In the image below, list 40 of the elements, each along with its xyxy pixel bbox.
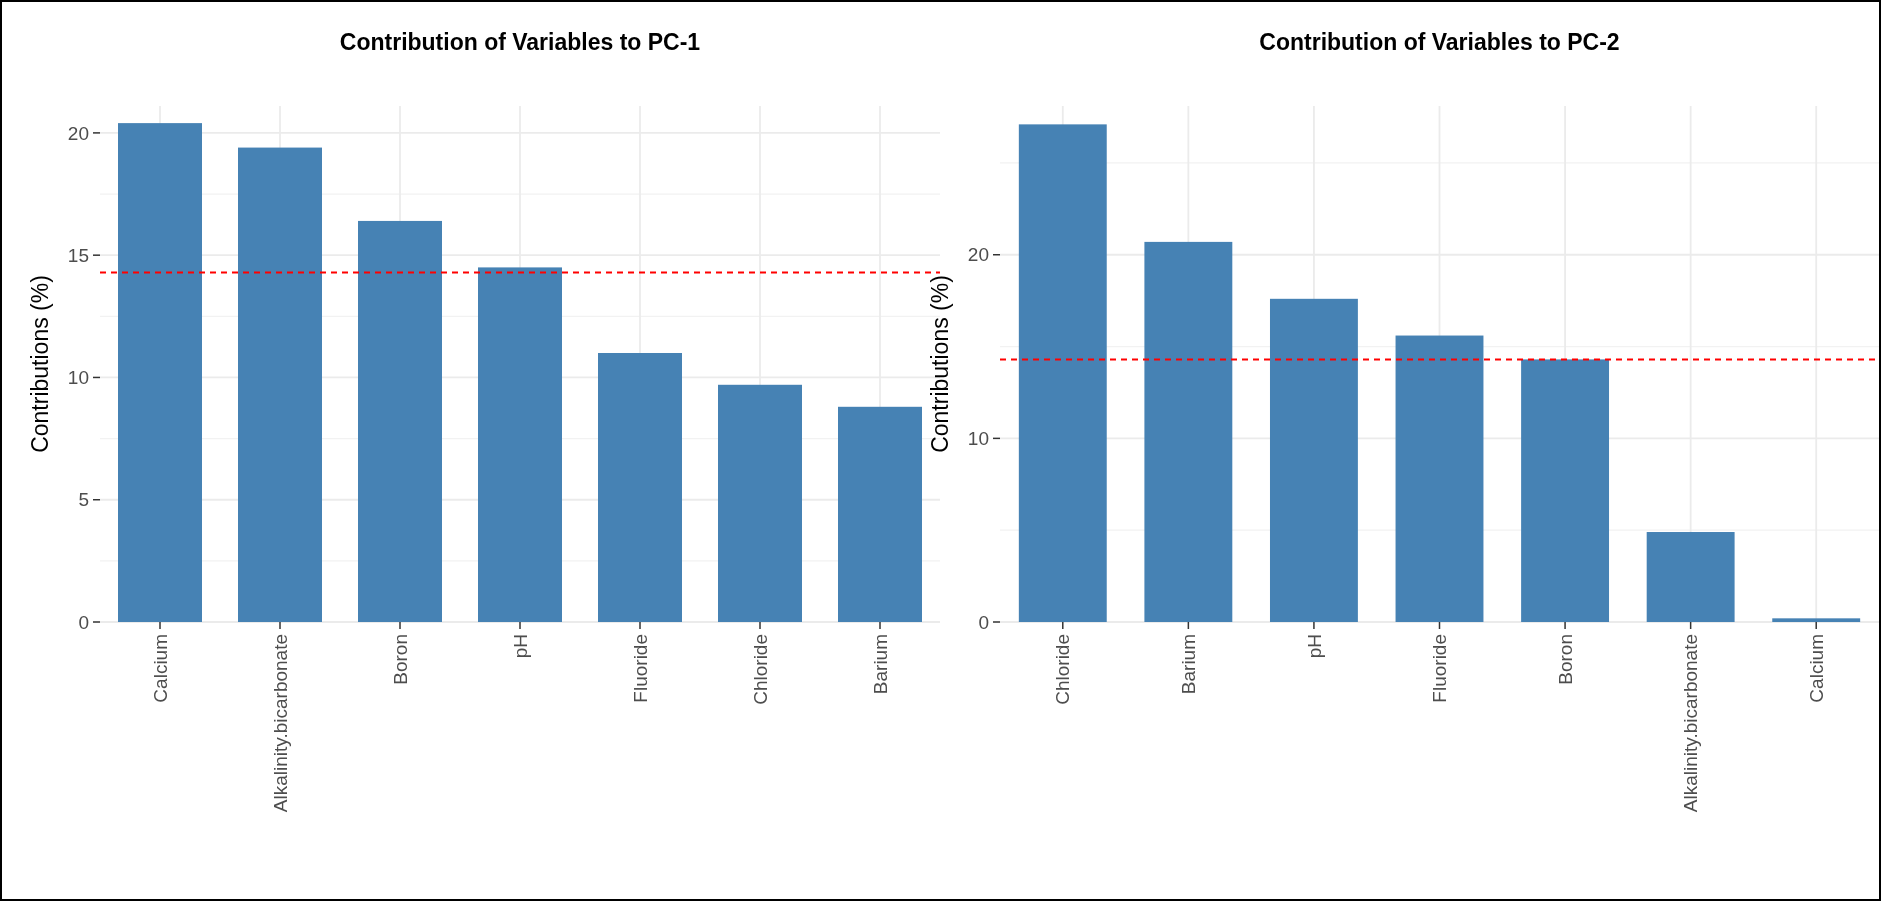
y-tick-label: 0 — [78, 611, 89, 633]
x-tick-label: Fluoride — [629, 634, 651, 703]
x-tick-label: Alkalinity.bicarbonate — [1680, 634, 1702, 813]
bar — [1018, 124, 1107, 622]
x-tick-label: Boron — [1554, 634, 1576, 685]
bar — [1646, 532, 1735, 622]
bar — [358, 220, 442, 622]
bar — [1521, 359, 1610, 622]
y-tick-label: 10 — [967, 428, 989, 450]
x-tick-label: pH — [509, 634, 531, 659]
y-tick-label: 15 — [67, 244, 89, 266]
x-tick-label: pH — [1303, 634, 1325, 659]
bar — [838, 406, 922, 622]
x-tick-label: Barium — [1178, 634, 1200, 695]
bar — [238, 147, 322, 622]
x-tick-label: Calcium — [149, 634, 171, 703]
y-tick-label: 20 — [967, 244, 989, 266]
bar — [1269, 298, 1358, 622]
x-tick-label: Fluoride — [1429, 634, 1451, 703]
bar — [718, 384, 802, 622]
chart-title: Contribution of Variables to PC-2 — [1259, 29, 1620, 55]
y-tick-label: 10 — [67, 367, 89, 389]
bar — [118, 123, 202, 622]
bar — [478, 267, 562, 622]
bar — [1144, 241, 1233, 622]
y-tick-label: 5 — [78, 489, 89, 511]
y-axis-title: Contributions (%) — [27, 275, 53, 453]
x-tick-label: Boron — [389, 634, 411, 685]
x-tick-label: Barium — [869, 634, 891, 695]
bar — [1772, 618, 1861, 622]
x-tick-label: Chloride — [749, 634, 771, 705]
bar — [598, 353, 682, 622]
x-tick-label: Calcium — [1805, 634, 1827, 703]
y-tick-label: 0 — [978, 611, 989, 633]
y-axis-title: Contributions (%) — [927, 275, 953, 453]
chart-title: Contribution of Variables to PC-1 — [339, 29, 701, 55]
x-tick-label: Chloride — [1052, 634, 1074, 705]
bar — [1395, 335, 1484, 622]
y-tick-label: 20 — [67, 122, 89, 144]
x-tick-label: Alkalinity.bicarbonate — [269, 634, 291, 813]
